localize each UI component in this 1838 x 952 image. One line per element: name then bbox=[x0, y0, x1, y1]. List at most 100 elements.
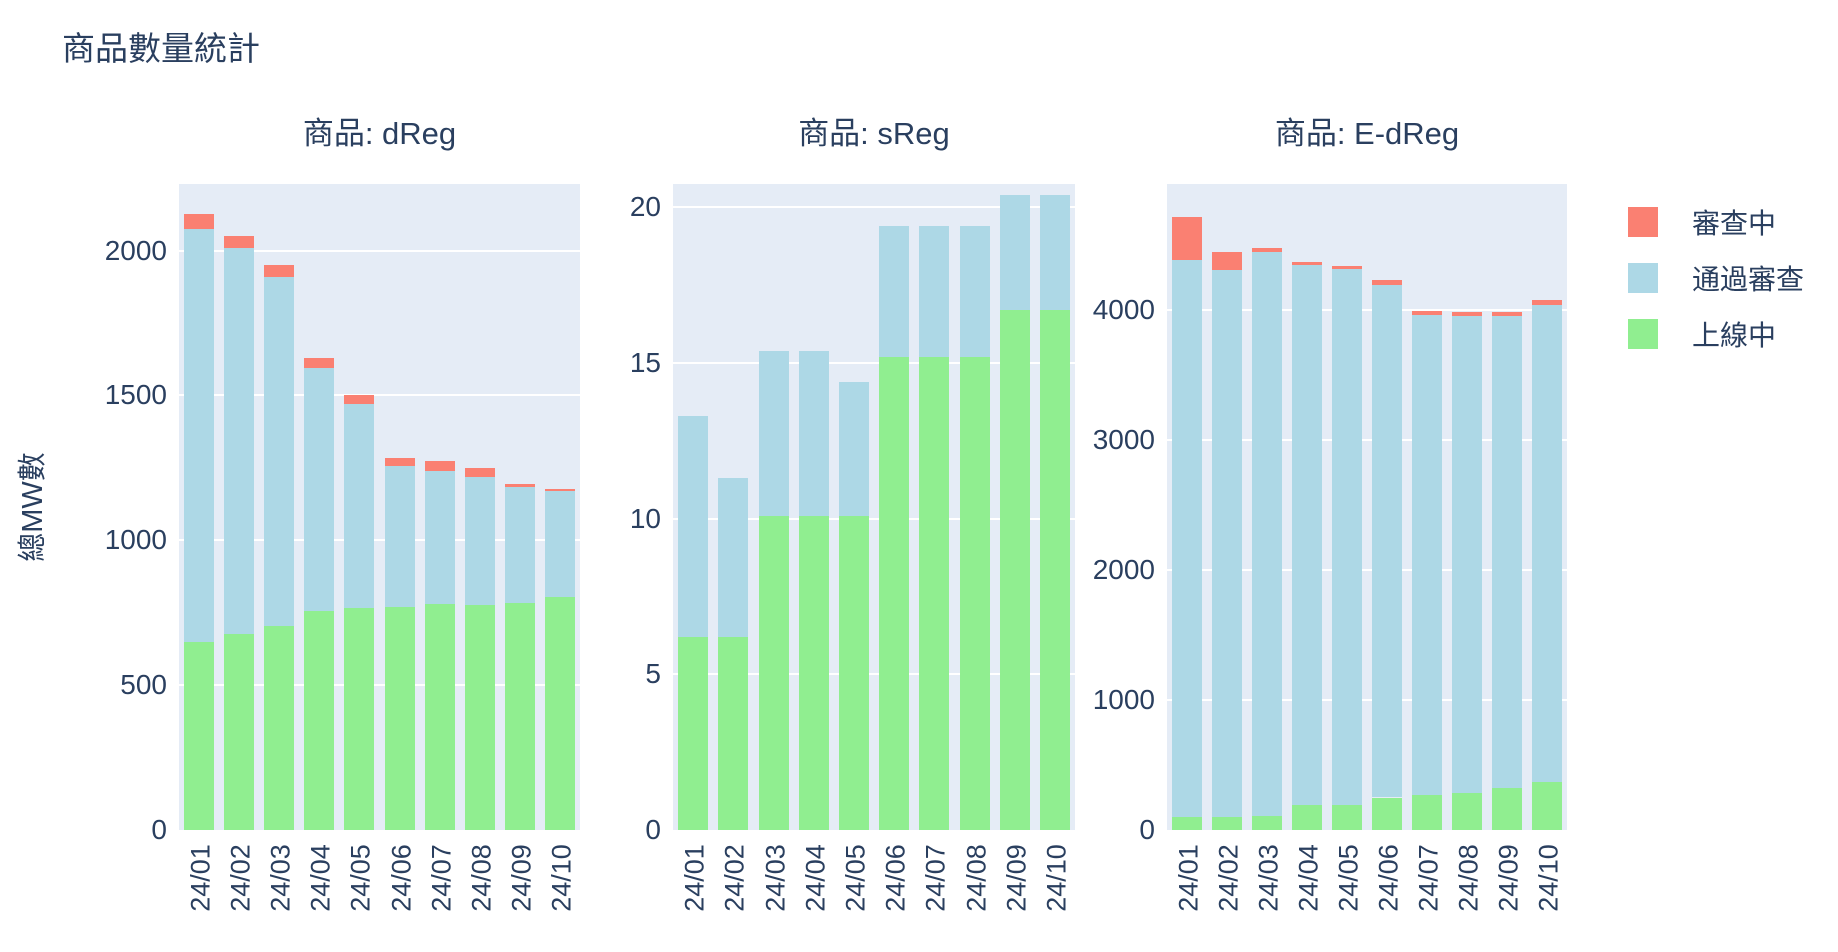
bar-segment-approved[interactable] bbox=[959, 226, 990, 357]
y-tick-label: 0 bbox=[1139, 814, 1155, 845]
bar-segment-approved[interactable] bbox=[999, 194, 1030, 311]
bar-segment-online[interactable] bbox=[1412, 794, 1442, 830]
bar-segment-approved[interactable] bbox=[1039, 194, 1070, 311]
x-tick-label: 24/09 bbox=[506, 844, 537, 912]
x-tick-label: 24/08 bbox=[961, 844, 991, 912]
bar-segment-in-review[interactable] bbox=[424, 460, 455, 471]
bar-segment-approved[interactable] bbox=[544, 491, 575, 597]
bar-segment-online[interactable] bbox=[384, 606, 415, 830]
bar-segment-approved[interactable] bbox=[879, 226, 910, 357]
bar-segment-online[interactable] bbox=[184, 641, 215, 830]
x-tick-label: 24/06 bbox=[880, 844, 911, 912]
bar-segment-online[interactable] bbox=[1452, 792, 1482, 830]
gridline bbox=[673, 517, 1075, 520]
bar-segment-online[interactable] bbox=[1332, 805, 1362, 830]
legend-item-approved[interactable]: 通過審查 bbox=[1628, 258, 1804, 298]
bar-segment-online[interactable] bbox=[919, 356, 950, 830]
y-tick-label: 1000 bbox=[1092, 684, 1155, 716]
bar-segment-in-review[interactable] bbox=[1492, 312, 1522, 316]
bar-segment-online[interactable] bbox=[1492, 788, 1522, 830]
legend-swatch-in-review-icon bbox=[1628, 207, 1658, 237]
bar-segment-in-review[interactable] bbox=[1412, 311, 1442, 316]
bar-segment-online[interactable] bbox=[798, 515, 829, 830]
bar-segment-approved[interactable] bbox=[1212, 269, 1242, 817]
bar-segment-approved[interactable] bbox=[1292, 265, 1322, 806]
legend-swatch-online-icon bbox=[1628, 319, 1658, 349]
bar-segment-in-review[interactable] bbox=[1332, 265, 1362, 270]
bar-segment-approved[interactable] bbox=[344, 404, 375, 609]
bar-segment-in-review[interactable] bbox=[1452, 312, 1482, 316]
bar-segment-online[interactable] bbox=[678, 636, 709, 830]
legend-item-online[interactable]: 上線中 bbox=[1628, 314, 1804, 354]
bar-segment-approved[interactable] bbox=[1172, 260, 1202, 817]
bar-segment-approved[interactable] bbox=[1372, 285, 1402, 798]
bar-segment-online[interactable] bbox=[304, 611, 335, 830]
bar-segment-approved[interactable] bbox=[384, 466, 415, 607]
bar-segment-in-review[interactable] bbox=[344, 395, 375, 405]
bar-segment-approved[interactable] bbox=[184, 228, 215, 642]
bar-segment-approved[interactable] bbox=[1252, 252, 1282, 817]
figure-title: 商品數量統計 bbox=[62, 30, 260, 67]
plot-area-sreg bbox=[673, 184, 1075, 830]
bar-segment-in-review[interactable] bbox=[544, 488, 575, 492]
bar-segment-online[interactable] bbox=[879, 356, 910, 830]
bar-segment-online[interactable] bbox=[224, 634, 255, 830]
bar-segment-in-review[interactable] bbox=[304, 357, 335, 368]
bar-segment-online[interactable] bbox=[264, 625, 295, 830]
bar-segment-in-review[interactable] bbox=[504, 484, 535, 487]
bar-segment-approved[interactable] bbox=[678, 415, 709, 637]
bar-segment-approved[interactable] bbox=[919, 226, 950, 357]
bar-segment-online[interactable] bbox=[1372, 797, 1402, 830]
bar-segment-online[interactable] bbox=[838, 515, 869, 830]
bar-segment-approved[interactable] bbox=[224, 247, 255, 635]
bar-segment-in-review[interactable] bbox=[1172, 217, 1202, 261]
bar-segment-in-review[interactable] bbox=[1212, 252, 1242, 270]
bar-segment-approved[interactable] bbox=[1412, 315, 1442, 795]
bar-segment-approved[interactable] bbox=[798, 350, 829, 516]
bar-segment-online[interactable] bbox=[1039, 310, 1070, 830]
bar-segment-online[interactable] bbox=[1212, 817, 1242, 830]
bar-segment-approved[interactable] bbox=[424, 470, 455, 605]
bar-segment-approved[interactable] bbox=[758, 350, 789, 516]
bar-segment-in-review[interactable] bbox=[1532, 299, 1562, 305]
y-tick-label: 1500 bbox=[104, 379, 167, 411]
bar-segment-approved[interactable] bbox=[1332, 269, 1362, 806]
bar-segment-in-review[interactable] bbox=[464, 467, 495, 477]
bar-segment-online[interactable] bbox=[758, 515, 789, 830]
bar-segment-in-review[interactable] bbox=[224, 236, 255, 248]
legend-item-in-review[interactable]: 審查中 bbox=[1628, 202, 1804, 242]
bar-segment-approved[interactable] bbox=[464, 476, 495, 606]
bar-segment-online[interactable] bbox=[424, 604, 455, 830]
bar-segment-in-review[interactable] bbox=[184, 214, 215, 229]
bar-segment-in-review[interactable] bbox=[264, 265, 295, 277]
gridline bbox=[1167, 309, 1567, 312]
bar-segment-approved[interactable] bbox=[1452, 315, 1482, 793]
bar-segment-online[interactable] bbox=[544, 596, 575, 830]
bar-segment-approved[interactable] bbox=[304, 367, 335, 612]
bar-segment-in-review[interactable] bbox=[384, 457, 415, 467]
bar-segment-online[interactable] bbox=[1292, 805, 1322, 830]
bar-segment-online[interactable] bbox=[1172, 817, 1202, 830]
x-tick-label: 24/06 bbox=[1373, 844, 1404, 912]
bar-segment-approved[interactable] bbox=[838, 381, 869, 516]
bar-segment-approved[interactable] bbox=[1492, 315, 1522, 789]
y-tick-label: 5 bbox=[645, 658, 661, 690]
bar-segment-online[interactable] bbox=[959, 356, 990, 830]
bar-segment-online[interactable] bbox=[344, 608, 375, 830]
bar-segment-approved[interactable] bbox=[504, 486, 535, 603]
bar-segment-in-review[interactable] bbox=[1252, 248, 1282, 253]
bar-segment-approved[interactable] bbox=[1532, 304, 1562, 782]
bar-segment-approved[interactable] bbox=[718, 478, 749, 637]
bar-segment-online[interactable] bbox=[1532, 781, 1562, 830]
legend: 審查中 通過審查 上線中 bbox=[1628, 202, 1804, 370]
bar-segment-approved[interactable] bbox=[264, 276, 295, 626]
bar-segment-online[interactable] bbox=[718, 636, 749, 830]
bar-segment-online[interactable] bbox=[1252, 816, 1282, 830]
x-tick-label: 24/05 bbox=[345, 844, 376, 912]
bar-segment-online[interactable] bbox=[464, 605, 495, 830]
bar-segment-in-review[interactable] bbox=[1292, 261, 1322, 266]
bar-segment-in-review[interactable] bbox=[1372, 280, 1402, 286]
bar-segment-online[interactable] bbox=[999, 310, 1030, 830]
bar-segment-online[interactable] bbox=[504, 602, 535, 830]
